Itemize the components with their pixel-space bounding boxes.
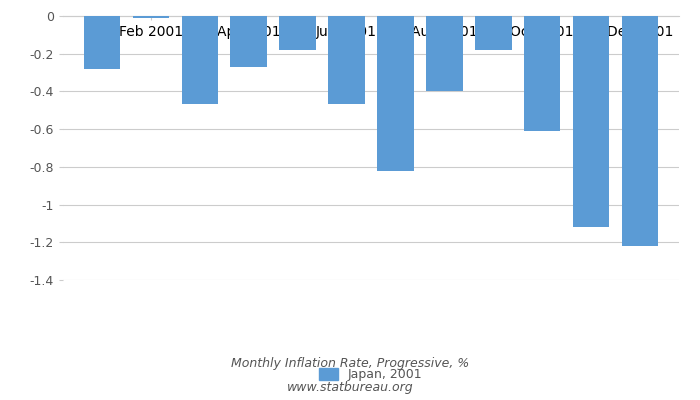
Bar bbox=[230, 16, 267, 67]
Bar bbox=[573, 16, 609, 227]
Bar bbox=[133, 16, 169, 18]
Bar bbox=[622, 16, 658, 246]
Text: www.statbureau.org: www.statbureau.org bbox=[287, 382, 413, 394]
Bar bbox=[84, 16, 120, 69]
Bar bbox=[475, 16, 512, 50]
Text: Monthly Inflation Rate, Progressive, %: Monthly Inflation Rate, Progressive, % bbox=[231, 358, 469, 370]
Bar bbox=[426, 16, 463, 91]
Legend: Japan, 2001: Japan, 2001 bbox=[314, 363, 428, 386]
Bar bbox=[377, 16, 414, 170]
Bar bbox=[181, 16, 218, 104]
Bar bbox=[524, 16, 561, 131]
Bar bbox=[328, 16, 365, 104]
Bar bbox=[279, 16, 316, 50]
